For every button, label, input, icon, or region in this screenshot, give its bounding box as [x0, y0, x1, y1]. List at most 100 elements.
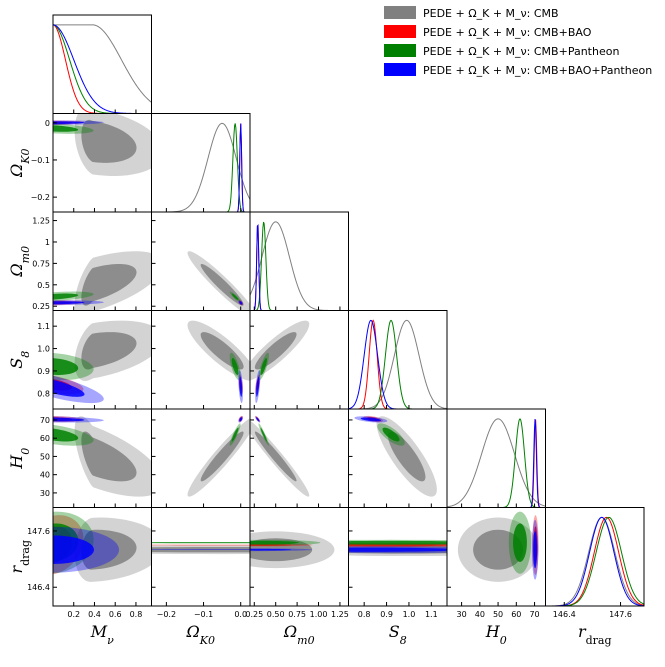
y-axis-label-r_drag: rdrag: [7, 540, 32, 574]
x-axis-label-H0: H0: [485, 622, 507, 647]
contour-Omega_K0-H0-cmb-bao-pantheon-68: [239, 417, 243, 422]
contour-M_nu-S8-cmb-pantheon-68: [53, 358, 79, 375]
contour-H0-r_drag-cmb-bao-pantheon-68: [533, 531, 538, 569]
panel-M_nu-M_nu: [52, 14, 152, 114]
marginal-M_nu-cmb-pantheon: [53, 24, 152, 114]
marginal-H0-cmb-bao-pantheon: [447, 418, 546, 508]
y-tick-label: 0.75: [32, 259, 50, 268]
legend-label-cmb-bao: PEDE + Ω_K + M_ν: CMB+BAO: [423, 26, 592, 39]
contour-M_nu-S8-cmb-68: [81, 332, 137, 370]
contour-Omega_m0-S8-cmb-pantheon-68: [260, 357, 267, 375]
x-tick-label: 30: [456, 610, 466, 619]
contour-S8-H0-cmb-pantheon-68: [382, 427, 400, 442]
panel-frame: [151, 507, 251, 607]
contour-Omega_K0-S8-cmb-pantheon-68: [231, 357, 239, 375]
x-tick-label: 0.50: [267, 610, 285, 619]
contour-M_nu-r_drag-cmb-bao-pantheon-68: [53, 535, 94, 564]
contour-M_nu-H0-cmb-bao-pantheon-68: [53, 417, 85, 422]
contour-S8-r_drag-cmb-bao-pantheon-68: [348, 547, 447, 552]
panel-Omega_K0-Omega_m0: [151, 211, 251, 311]
legend-label-cmb-pantheon: PEDE + Ω_K + M_ν: CMB+Pantheon: [423, 45, 619, 58]
contour-Omega_K0-H0-cmb-pantheon-68: [231, 427, 239, 442]
marginal-Omega_K0-cmb-bao-pantheon: [151, 123, 250, 212]
panel-M_nu-r_drag: 0.2 0.4 0.6 0.8 146.4 147.6: [27, 507, 152, 619]
marginal-S8-cmb-bao: [348, 319, 447, 409]
marginal-H0-cmb: [447, 418, 546, 508]
contour-Omega_m0-r_drag-cmb-bao-pantheon-68: [250, 548, 292, 551]
contour-Omega_K0-Omega_m0-cmb-pantheon-68: [231, 293, 239, 301]
panel-Omega_K0-r_drag: −0.2 −0.1 0.0: [151, 507, 251, 619]
panel-frame: [545, 507, 645, 607]
y-axis-label-Omega_m0: Ωm0: [7, 246, 32, 278]
x-tick-label: 1.0: [403, 610, 416, 619]
y-tick-label: 40: [40, 471, 50, 480]
panel-r_drag-r_drag: 146.4 147.6: [545, 507, 645, 619]
contour-M_nu-S8-cmb-bao-pantheon-68: [53, 379, 85, 397]
y-tick-label: −0.1: [31, 156, 50, 165]
contour-M_nu-Omega_K0-cmb-68: [81, 119, 137, 163]
y-axis-label-S8: S8: [7, 351, 32, 369]
x-tick-label: 146.4: [553, 610, 576, 619]
contour-Omega_K0-r_drag-cmb-pantheon-68: [151, 542, 250, 544]
marginal-Omega_m0-cmb-pantheon: [250, 221, 349, 311]
panel-H0-r_drag: 30 40 50 60 70: [446, 507, 546, 619]
legend-swatch-cmb-bao-pantheon: [384, 63, 416, 76]
x-tick-label: 50: [493, 610, 503, 619]
marginal-Omega_K0-cmb-bao: [151, 123, 250, 212]
panel-frame: [151, 113, 251, 213]
x-tick-label: 147.6: [609, 610, 632, 619]
marginal-M_nu-cmb-bao: [53, 24, 152, 114]
y-tick-label: 1: [45, 238, 50, 247]
contour-S8-H0-cmb-bao-pantheon-68: [360, 417, 382, 422]
x-axis-label-M_nu: Mν: [90, 622, 114, 647]
y-tick-label: 1.25: [32, 217, 50, 226]
x-tick-label: 0.4: [88, 610, 101, 619]
legend: PEDE + Ω_K + M_ν: CMB PEDE + Ω_K + M_ν: …: [384, 6, 652, 77]
x-tick-label: 0.0: [234, 610, 247, 619]
panel-S8-r_drag: 0.8 0.9 1.0 1.1: [348, 507, 448, 619]
contour-Omega_m0-S8-cmb-bao-pantheon-68: [256, 376, 260, 397]
contour-S8-r_drag-cmb-pantheon-68: [348, 540, 447, 545]
panel-S8-S8: [348, 310, 448, 410]
contour-Omega_m0-r_drag-cmb-bao-68: [250, 544, 292, 546]
contour-M_nu-H0-cmb-pantheon-68: [53, 428, 79, 442]
contour-Omega_K0-H0-cmb-68: [200, 431, 244, 482]
x-tick-label: 60: [511, 610, 521, 619]
y-tick-label: 30: [40, 489, 50, 498]
x-tick-label: −0.1: [194, 610, 213, 619]
panel-Omega_m0-r_drag: 0.25 0.50 0.75 1.00 1.25: [245, 507, 349, 619]
x-axis-label-Omega_K0: ΩK0: [186, 622, 215, 647]
x-tick-label: 70: [529, 610, 539, 619]
panel-M_nu-S8: 0.8 0.9 1.0 1.1: [37, 310, 152, 410]
contour-M_nu-Omega_m0-cmb-bao-pantheon-68: [53, 301, 85, 305]
y-tick-label: 0.8: [37, 389, 50, 398]
y-tick-label: 0: [45, 119, 50, 128]
x-tick-label: 0.25: [245, 610, 263, 619]
panel-frame: [446, 408, 546, 508]
contour-S8-H0-cmb-68: [387, 431, 426, 482]
panel-M_nu-Omega_K0: −0.2 −0.1 0: [31, 113, 152, 213]
x-axis-label-S8: S8: [389, 622, 407, 647]
y-tick-label: 0.9: [37, 367, 50, 376]
y-tick-label: 0.25: [32, 302, 50, 311]
panel-Omega_K0-Omega_K0: [151, 113, 251, 213]
x-tick-label: 0.8: [358, 610, 371, 619]
marginal-M_nu-cmb: [53, 24, 152, 103]
legend-swatch-cmb: [384, 6, 416, 19]
panel-frame: [249, 408, 349, 508]
contour-Omega_m0-H0-cmb-bao-pantheon-68: [256, 417, 260, 422]
x-tick-label: 0.6: [109, 610, 122, 619]
panel-M_nu-Omega_m0: 0.25 0.5 0.75 1 1.25: [32, 211, 152, 311]
legend-swatch-cmb-bao: [384, 25, 416, 38]
marginal-H0-cmb-pantheon: [447, 418, 546, 508]
y-axis-label-H0: H0: [7, 448, 32, 470]
y-tick-label: 146.4: [27, 583, 50, 592]
contour-Omega_m0-H0-cmb-pantheon-68: [260, 427, 267, 442]
y-tick-label: 70: [40, 416, 50, 425]
x-tick-label: 0.75: [288, 610, 306, 619]
panel-Omega_m0-S8: [249, 310, 349, 410]
y-tick-label: 60: [40, 434, 50, 443]
panel-Omega_K0-H0: [151, 408, 251, 508]
y-axis-label-Omega_K0: ΩK0: [7, 149, 32, 178]
